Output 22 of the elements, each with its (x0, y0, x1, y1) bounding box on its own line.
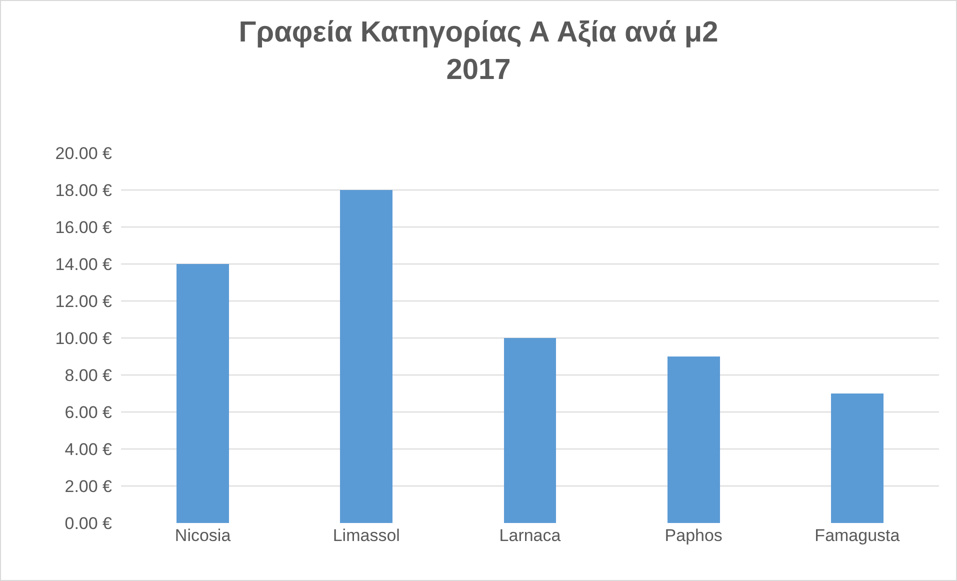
bar (176, 264, 229, 523)
bar (340, 190, 393, 523)
y-tick-label: 0.00 € (64, 514, 113, 533)
y-tick-label: 6.00 € (64, 402, 113, 422)
bar (504, 338, 556, 523)
x-tick-label: Limassol (332, 526, 400, 545)
bar (831, 394, 884, 523)
y-tick-label: 18.00 € (55, 180, 113, 200)
y-tick-label: 4.00 € (64, 440, 113, 459)
y-tick-label: 8.00 € (64, 366, 113, 385)
x-tick-label: Famagusta (814, 526, 900, 545)
y-tick-label: 10.00 € (55, 328, 113, 348)
chart-title: Γραφεία Κατηγορίας Α Αξία ανά μ2 2017 (238, 16, 718, 86)
y-tick-label: 14.00 € (55, 254, 113, 274)
x-tick-label: Paphos (664, 526, 722, 545)
bar (667, 356, 720, 523)
y-tick-label: 12.00 € (55, 292, 113, 311)
y-tick-label: 16.00 € (55, 218, 113, 237)
y-tick-label: 2.00 € (64, 476, 113, 496)
x-tick-label: Larnaca (499, 526, 562, 545)
y-tick-label: 20.00 € (55, 144, 113, 163)
x-tick-label: Nicosia (174, 526, 232, 545)
